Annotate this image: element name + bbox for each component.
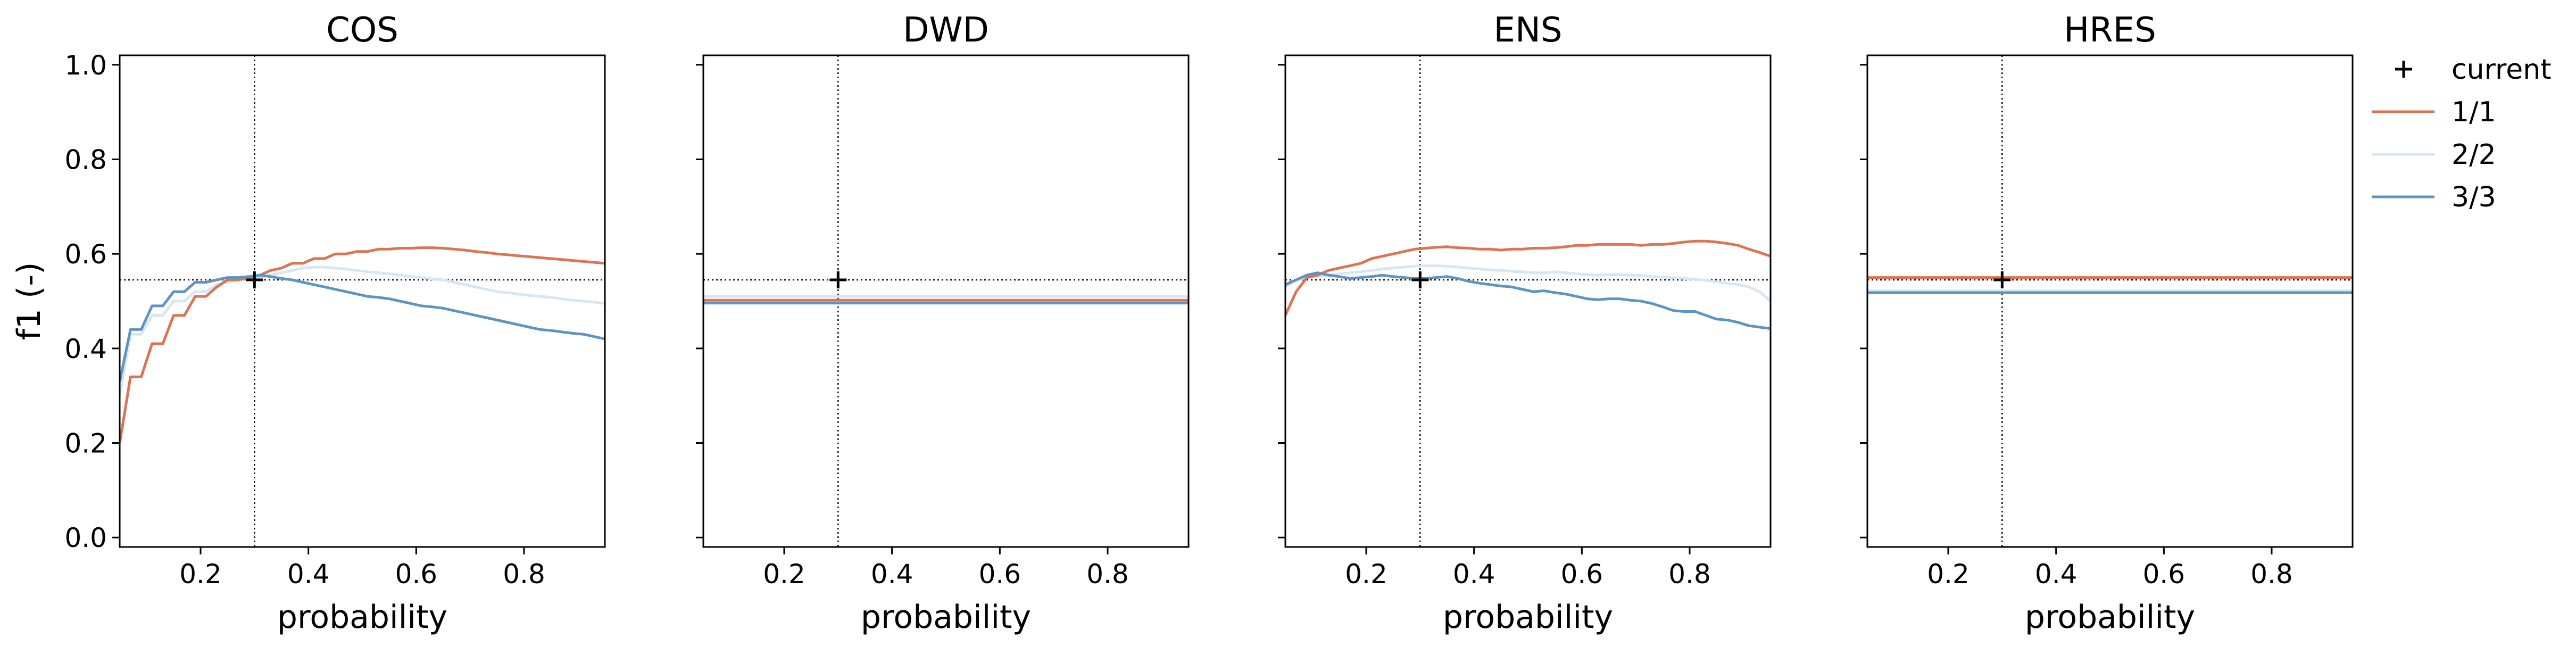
x-tick-label: 0.6 — [2143, 559, 2186, 590]
x-tick-label: 0.6 — [395, 559, 438, 590]
y-tick-label: 1.0 — [64, 50, 107, 81]
x-axis-label: probability — [277, 599, 447, 636]
x-tick-label: 0.2 — [1345, 559, 1387, 590]
axes-frame — [1866, 54, 2354, 548]
current-marker — [829, 271, 847, 289]
x-axis-label: probability — [1443, 599, 1613, 636]
y-tick-label: 0.8 — [64, 144, 107, 175]
panel-title: COS — [326, 11, 398, 50]
series-line-3-3 — [120, 273, 605, 382]
legend-entry-current: current — [2395, 54, 2552, 86]
axes-frame — [1284, 54, 1772, 548]
panel-hres: 0.2 0.4 0.6 0.8 HRES probability — [1860, 11, 2354, 636]
legend-entry-1-1: 1/1 — [2372, 96, 2496, 128]
panel-title: ENS — [1494, 11, 1563, 50]
x-tick-label: 0.6 — [979, 559, 1021, 590]
legend-entry-2-2: 2/2 — [2372, 139, 2496, 171]
panel-title: DWD — [903, 11, 989, 50]
series-line-3-3 — [1285, 271, 1771, 330]
plot-area-ens — [1285, 55, 1771, 547]
plot-area-cos — [120, 55, 605, 547]
x-tick-label: 0.4 — [287, 559, 330, 590]
current-marker — [1993, 271, 2011, 289]
x-tick-label: 0.2 — [1927, 559, 1970, 590]
plot-area-dwd — [703, 55, 1189, 547]
x-tick-label: 0.8 — [503, 559, 545, 590]
panel-title: HRES — [2064, 11, 2156, 50]
legend-label: current — [2452, 54, 2552, 86]
legend-label: 2/2 — [2452, 139, 2496, 171]
legend-entry-3-3: 3/3 — [2372, 181, 2496, 213]
x-tick-label: 0.6 — [1561, 559, 1603, 590]
panel-ens: 0.2 0.4 0.6 0.8 ENS probability — [1278, 11, 1772, 636]
y-tick-label: 0.6 — [64, 239, 107, 270]
series-line-1-1 — [120, 246, 605, 443]
y-tick-label: 0.2 — [64, 428, 107, 459]
x-tick-label: 0.8 — [2250, 559, 2293, 590]
x-tick-label: 0.4 — [2035, 559, 2078, 590]
x-tick-label: 0.8 — [1086, 559, 1129, 590]
series-line-1-1 — [1285, 239, 1771, 316]
x-tick-label: 0.2 — [179, 559, 222, 590]
legend: current 1/1 2/2 3/3 — [2372, 54, 2552, 213]
current-marker — [246, 271, 263, 289]
panel-cos: 0.2 0.4 0.6 0.8 0.0 0.2 0.4 0.6 0.8 1.0 COS probabi… — [11, 11, 606, 636]
axes-frame — [702, 54, 1190, 548]
y-tick-label: 0.0 — [64, 522, 107, 553]
panel-dwd: 0.2 0.4 0.6 0.8 DWD probability — [696, 11, 1190, 636]
series-line-2-2 — [120, 266, 605, 396]
x-tick-label: 0.2 — [763, 559, 805, 590]
legend-label: 1/1 — [2452, 96, 2496, 128]
x-tick-label: 0.4 — [1453, 559, 1495, 590]
x-axis-label: probability — [861, 599, 1031, 636]
series-line-2-2 — [1285, 264, 1771, 302]
axes-frame — [119, 54, 606, 548]
plot-area-hres — [1867, 55, 2353, 547]
x-axis-label: probability — [2025, 599, 2195, 636]
current-marker — [1411, 271, 1429, 289]
legend-label: 3/3 — [2452, 181, 2496, 213]
x-tick-label: 0.8 — [1668, 559, 1711, 590]
y-axis-label: f1 (-) — [11, 262, 48, 341]
x-tick-label: 0.4 — [871, 559, 913, 590]
y-tick-label: 0.4 — [64, 334, 107, 364]
